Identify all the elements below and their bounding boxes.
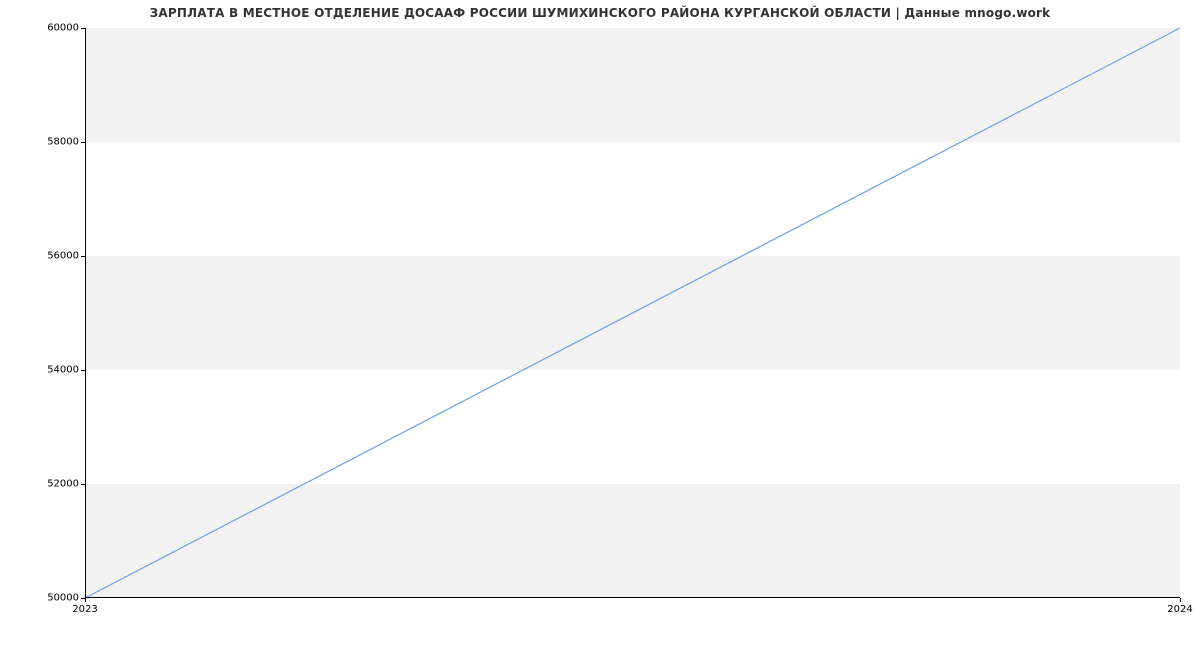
chart-container: ЗАРПЛАТА В МЕСТНОЕ ОТДЕЛЕНИЕ ДОСААФ РОСС… [0, 0, 1200, 650]
y-tick-label: 52000 [47, 479, 85, 490]
chart-title: ЗАРПЛАТА В МЕСТНОЕ ОТДЕЛЕНИЕ ДОСААФ РОСС… [0, 6, 1200, 20]
x-tick-label: 2024 [1167, 598, 1192, 615]
line-layer [85, 28, 1180, 598]
y-tick-label: 56000 [47, 251, 85, 262]
y-tick-label: 60000 [47, 23, 85, 34]
y-axis-line [85, 28, 86, 598]
y-tick-label: 54000 [47, 365, 85, 376]
x-axis-line [85, 597, 1180, 598]
x-tick-label: 2023 [72, 598, 97, 615]
series-line [85, 28, 1180, 598]
y-tick-label: 58000 [47, 137, 85, 148]
plot-area: 50000520005400056000580006000020232024 [85, 28, 1180, 598]
